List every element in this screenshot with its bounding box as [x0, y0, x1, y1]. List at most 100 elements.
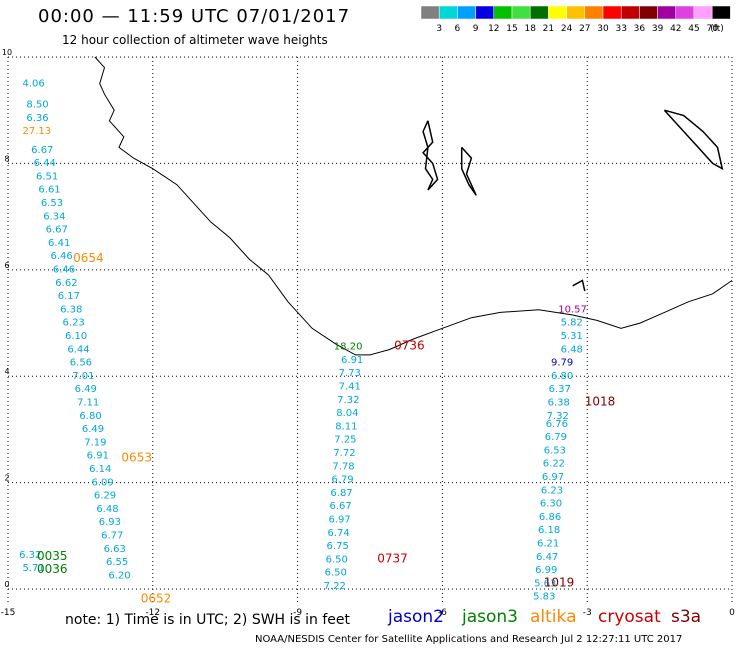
swh-value-label: 6.93	[99, 517, 121, 528]
swh-value-label: 5.31	[561, 331, 583, 342]
pass-time-label: 0036	[37, 562, 68, 576]
swh-value-label: 6.63	[104, 544, 126, 555]
footer-credit: NOAA/NESDIS Center for Satellite Applica…	[255, 634, 683, 645]
swh-value-label: 6.22	[543, 459, 565, 470]
color-scale-legend: 3 6 9 12 15 18 21 24 27 30 33 36 39 42 45 70(ft)	[420, 5, 731, 34]
swh-value-label: 7.01	[72, 371, 94, 382]
swh-value-label: 6.51	[36, 171, 58, 182]
swh-value-label: 6.75	[327, 541, 349, 552]
color-bin-label: 9	[473, 24, 479, 34]
swh-value-label: 6.76	[546, 419, 568, 430]
swh-value-label: 6.91	[87, 451, 109, 462]
swh-value-label: 8.04	[336, 408, 358, 419]
legend-altika: altika	[530, 607, 577, 627]
pass-time-label: 0736	[394, 339, 425, 353]
pass-time-label: 1019	[544, 575, 575, 589]
swh-value-label: 6.38	[548, 397, 570, 408]
lake-outline	[422, 120, 439, 191]
swh-value-label: 6.79	[331, 475, 353, 486]
legend-s3a: s3a	[671, 607, 702, 627]
color-bin-label: 12	[488, 24, 499, 34]
y-tick-label: 8	[4, 154, 9, 163]
swh-value-label: 6.14	[89, 464, 111, 475]
x-tick-label: -15	[1, 608, 16, 618]
page-subtitle: 12 hour collection of altimeter wave hei…	[62, 33, 328, 47]
swh-value-label: 6.49	[75, 384, 97, 395]
swh-value-label: 9.79	[551, 358, 573, 369]
swh-value-label: 6.34	[43, 211, 65, 222]
color-bin-label: 3	[436, 24, 442, 34]
swh-value-label: 6.37	[549, 384, 571, 395]
color-bin-label: 42	[670, 24, 681, 34]
swh-value-label: 6.55	[106, 557, 128, 568]
swh-value-label: 7.32	[547, 411, 569, 422]
x-tick-label: -3	[583, 608, 592, 618]
y-tick-label: 10	[2, 48, 12, 57]
color-bin-label: 39	[652, 24, 664, 34]
swh-value-label: 7.25	[334, 435, 356, 446]
swh-value-label: 6.91	[341, 355, 363, 366]
swh-value-label: 6.77	[101, 530, 123, 541]
x-tick-label: 0	[729, 608, 735, 618]
swh-value-label: 6.23	[541, 485, 563, 496]
color-bin-label: 33	[615, 24, 626, 34]
pass-time-label: 0035	[37, 549, 68, 563]
swh-value-label: 6.97	[542, 472, 564, 483]
swh-value-label: 6.48	[96, 504, 118, 515]
swh-value-label: 6.17	[58, 291, 80, 302]
swh-value-label: 6.97	[328, 515, 350, 526]
swh-value-label: 7.19	[84, 437, 106, 448]
color-bin-label: 21	[543, 24, 554, 34]
swh-value-label: 7.72	[333, 448, 355, 459]
pass-time-label: 0652	[141, 591, 172, 605]
swh-value-label: 6.79	[545, 432, 567, 443]
swh-value-label: 27.13	[22, 126, 51, 137]
swh-value-label: 7.73	[339, 368, 361, 379]
swh-value-label: 7.11	[77, 397, 99, 408]
page-title: 00:00 — 11:59 UTC 07/01/2017	[38, 6, 351, 27]
swh-value-label: 6.46	[53, 264, 75, 275]
swh-value-label: 6.50	[326, 554, 348, 565]
swh-value-label: 7.41	[339, 382, 361, 393]
swh-value-label: 6.62	[55, 278, 77, 289]
y-tick-label: 2	[4, 474, 9, 483]
swh-value-label: 6.53	[41, 198, 63, 209]
swh-value-label: 6.29	[94, 491, 116, 502]
swh-value-label: 7.78	[332, 461, 354, 472]
x-tick-label: -6	[438, 608, 447, 618]
swh-value-label: 6.74	[328, 528, 350, 539]
swh-value-label: 10.57	[558, 304, 587, 315]
swh-value-label: 18.20	[334, 342, 363, 353]
swh-value-label: 5.82	[561, 318, 583, 329]
swh-value-label: 6.67	[329, 501, 351, 512]
swh-value-label: 6.09	[92, 477, 114, 488]
swh-value-label: 6.80	[79, 411, 101, 422]
swh-value-label: 6.61	[38, 185, 60, 196]
swh-value-label: 8.50	[26, 100, 48, 111]
swh-value-label: 5.71	[22, 563, 44, 574]
swh-value-label: 6.44	[34, 158, 56, 169]
color-bin-label: 24	[561, 24, 573, 34]
swh-value-label: 6.67	[46, 225, 68, 236]
lake-outline	[572, 279, 586, 292]
legend-jason2: jason2	[388, 607, 444, 627]
x-tick-label: -9	[293, 608, 302, 618]
swh-value-label: 6.56	[70, 358, 92, 369]
note-text: note: 1) Time is in UTC; 2) SWH is in fe…	[65, 612, 351, 628]
x-tick-label: -12	[145, 608, 160, 618]
swh-value-label: 6.99	[535, 565, 557, 576]
swh-value-label: 6.47	[536, 552, 558, 563]
swh-value-label: 6.50	[325, 568, 347, 579]
swh-value-label: 7.22	[324, 581, 346, 592]
swh-value-label: 6.80	[551, 371, 573, 382]
swh-value-label: 6.30	[540, 499, 562, 510]
pass-time-label: 0653	[121, 450, 152, 464]
swh-value-label: 6.10	[65, 331, 87, 342]
pass-time-label: 0654	[73, 251, 104, 265]
swh-value-label: 5.63	[534, 578, 556, 589]
pass-time-label: 0737	[377, 551, 408, 565]
swh-value-label: 7.32	[337, 395, 359, 406]
swh-value-label: 6.23	[63, 318, 85, 329]
y-tick-label: 0	[4, 580, 9, 589]
